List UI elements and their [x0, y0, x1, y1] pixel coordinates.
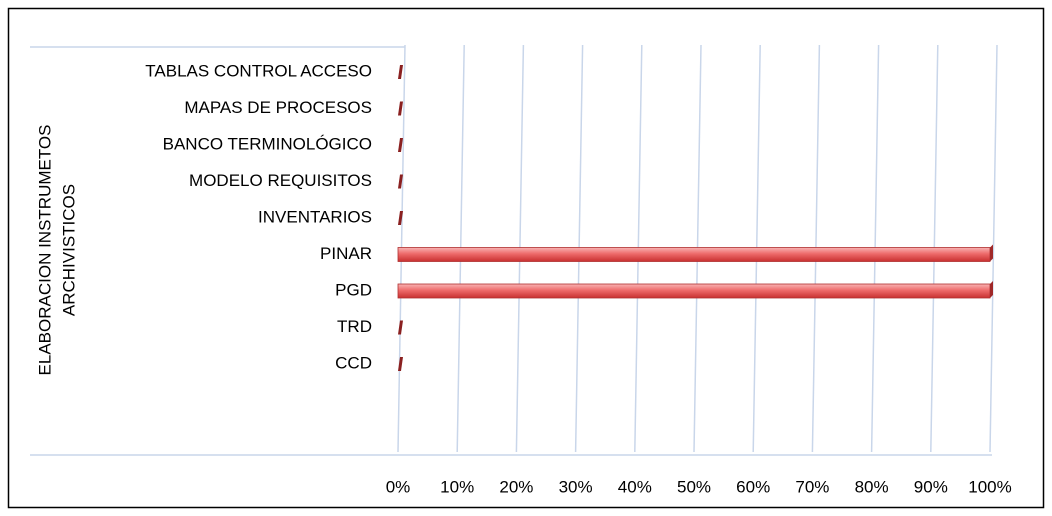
bar-cap [990, 244, 993, 262]
bar [397, 247, 991, 262]
x-tick-label: 80% [855, 477, 889, 496]
y-tick-label: PINAR [320, 244, 372, 263]
y-tick-label: TABLAS CONTROL ACCESO [145, 61, 372, 80]
x-tick-label: 90% [914, 477, 948, 496]
x-tick-label: 70% [795, 477, 829, 496]
y-tick-label: CCD [335, 353, 372, 372]
y-tick-label: MAPAS DE PROCESOS [184, 98, 372, 117]
bar [398, 211, 403, 225]
bar [398, 101, 403, 116]
x-tick-label: 40% [618, 477, 652, 496]
x-tick-label: 30% [559, 477, 593, 496]
y-tick-label: PGD [335, 280, 372, 299]
grid-line [989, 44, 998, 453]
y-axis-label-line: ELABORACION INSTRUMETOS [35, 125, 54, 376]
x-tick-label: 60% [736, 477, 770, 496]
y-tick-label: TRD [337, 317, 372, 336]
y-axis-label-line: ARCHIVISTICOS [59, 184, 78, 316]
bar [398, 357, 403, 371]
y-tick-label: BANCO TERMINOLÓGICO [163, 134, 372, 153]
x-tick-label: 100% [968, 477, 1011, 496]
x-tick-label: 20% [499, 477, 533, 496]
x-tick-label: 50% [677, 477, 711, 496]
x-tick-label: 10% [440, 477, 474, 496]
y-tick-label: INVENTARIOS [258, 207, 372, 226]
x-tick-label: 0% [386, 477, 411, 496]
bar [398, 65, 403, 79]
bar [398, 138, 403, 152]
bar-cap [990, 281, 993, 298]
bar [398, 174, 403, 189]
bar [398, 320, 403, 335]
y-tick-label: MODELO REQUISITOS [189, 171, 372, 190]
bar [397, 283, 991, 299]
